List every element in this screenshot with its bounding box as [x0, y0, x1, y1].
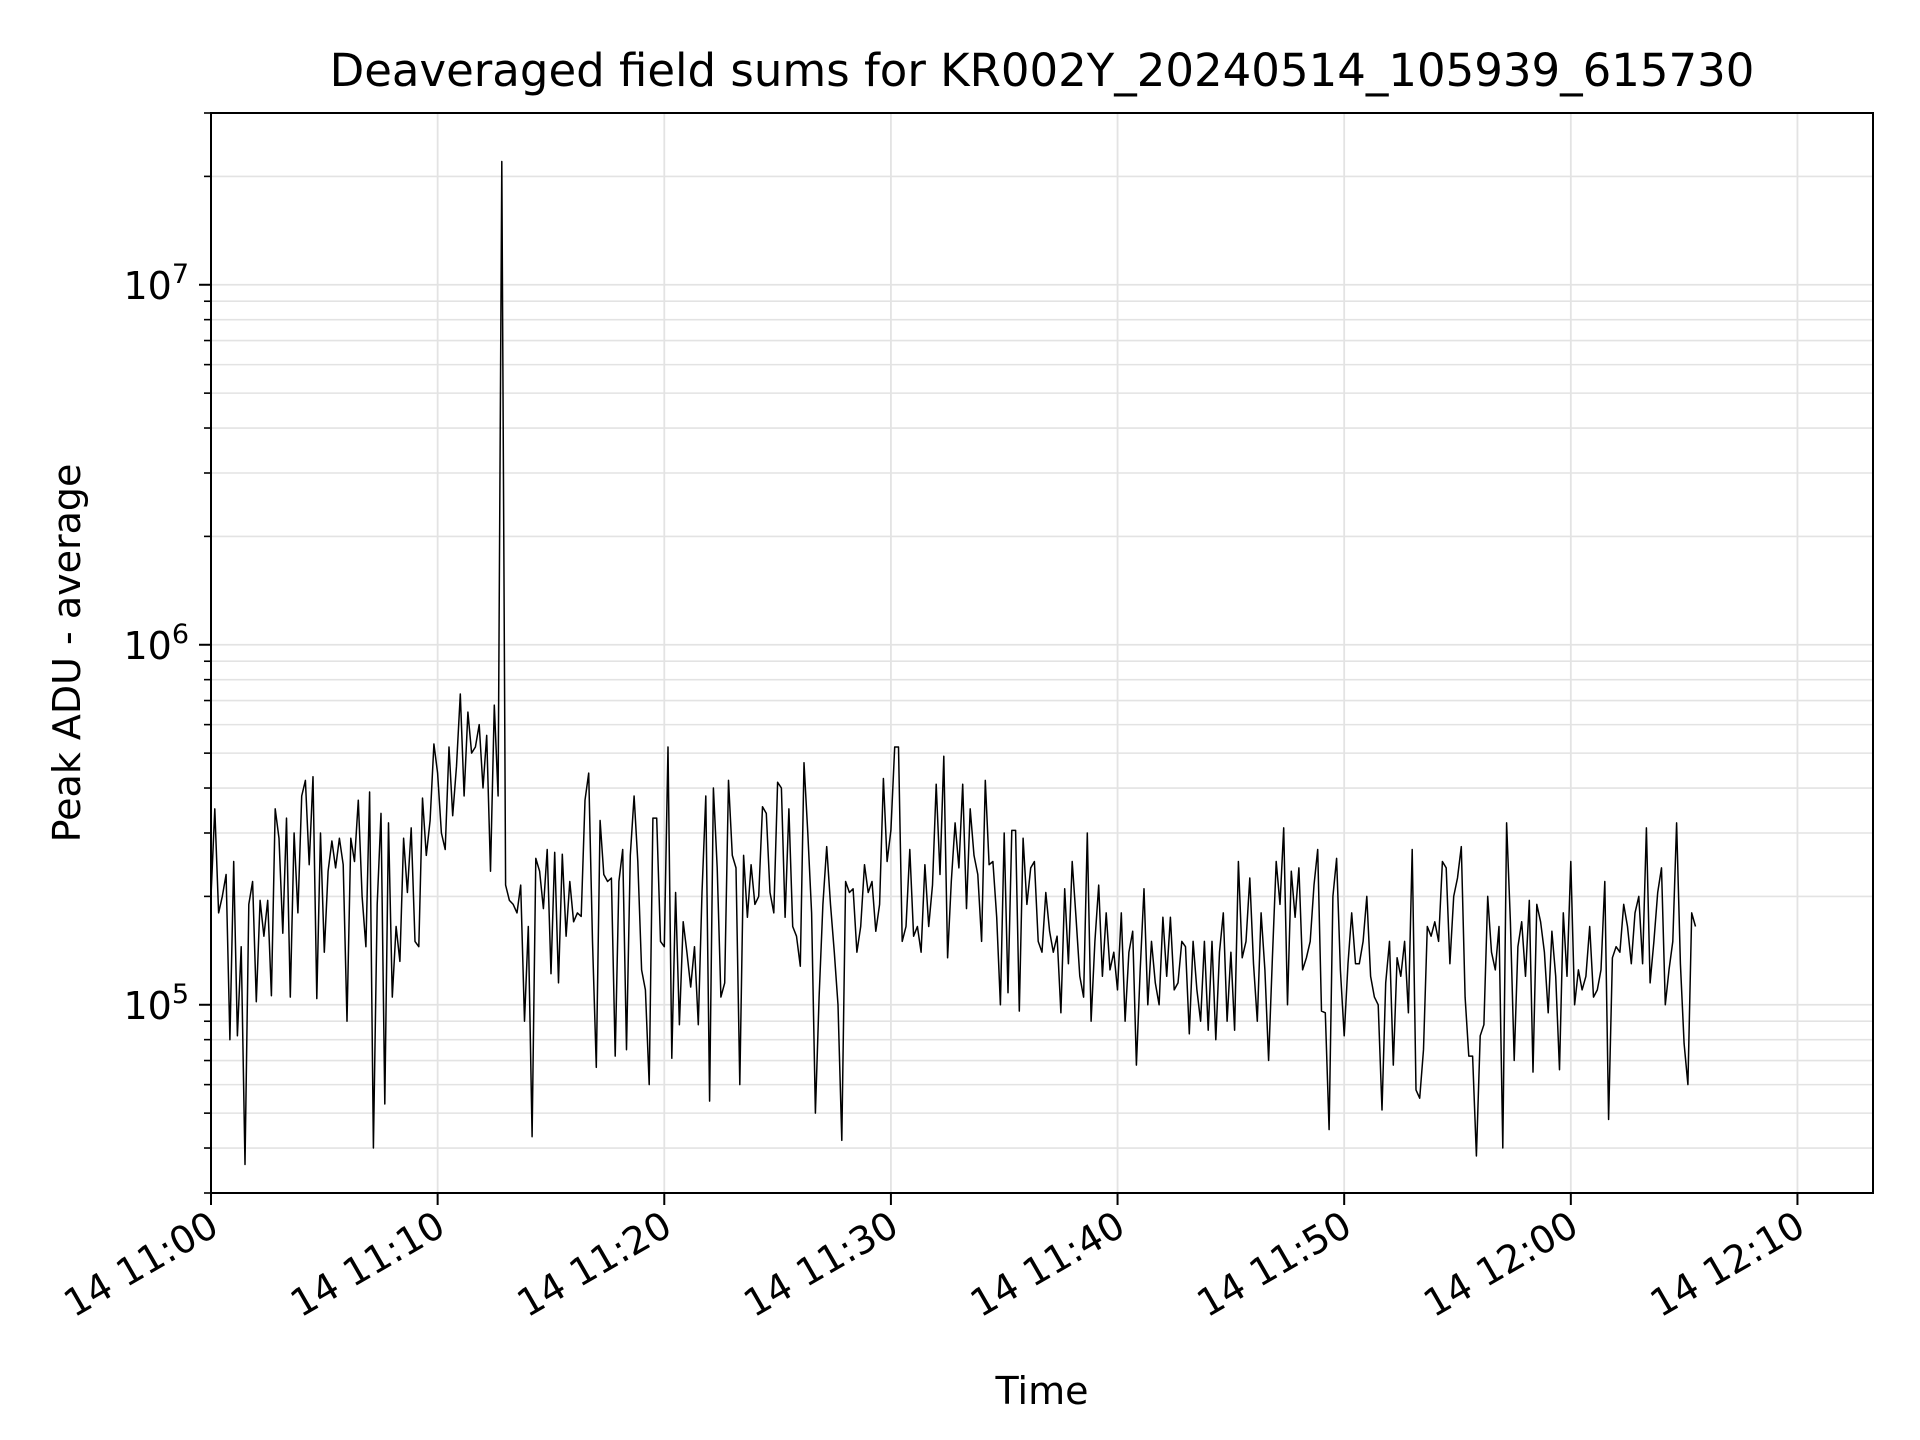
- x-axis-label: Time: [995, 1369, 1089, 1413]
- plot-lines: [210, 160, 1697, 1166]
- y-tick-label-exponent: 6: [172, 619, 189, 650]
- series-line-0: [210, 160, 1697, 1166]
- y-tick-label: 107: [123, 259, 189, 308]
- plot-frame: [210, 112, 1874, 1194]
- y-tick-label-base: 10: [123, 984, 171, 1028]
- chart-title: Deaveraged field sums for KR002Y_2024051…: [330, 44, 1755, 97]
- y-tick-label: 105: [123, 979, 189, 1028]
- y-tick-label-base: 10: [123, 624, 171, 668]
- y-axis-label: Peak ADU - average: [45, 464, 89, 843]
- y-tick-label: 106: [123, 619, 189, 668]
- y-tick-label-exponent: 5: [172, 979, 189, 1010]
- y-tick-label-exponent: 7: [172, 259, 189, 290]
- y-tick-label-base: 10: [123, 264, 171, 308]
